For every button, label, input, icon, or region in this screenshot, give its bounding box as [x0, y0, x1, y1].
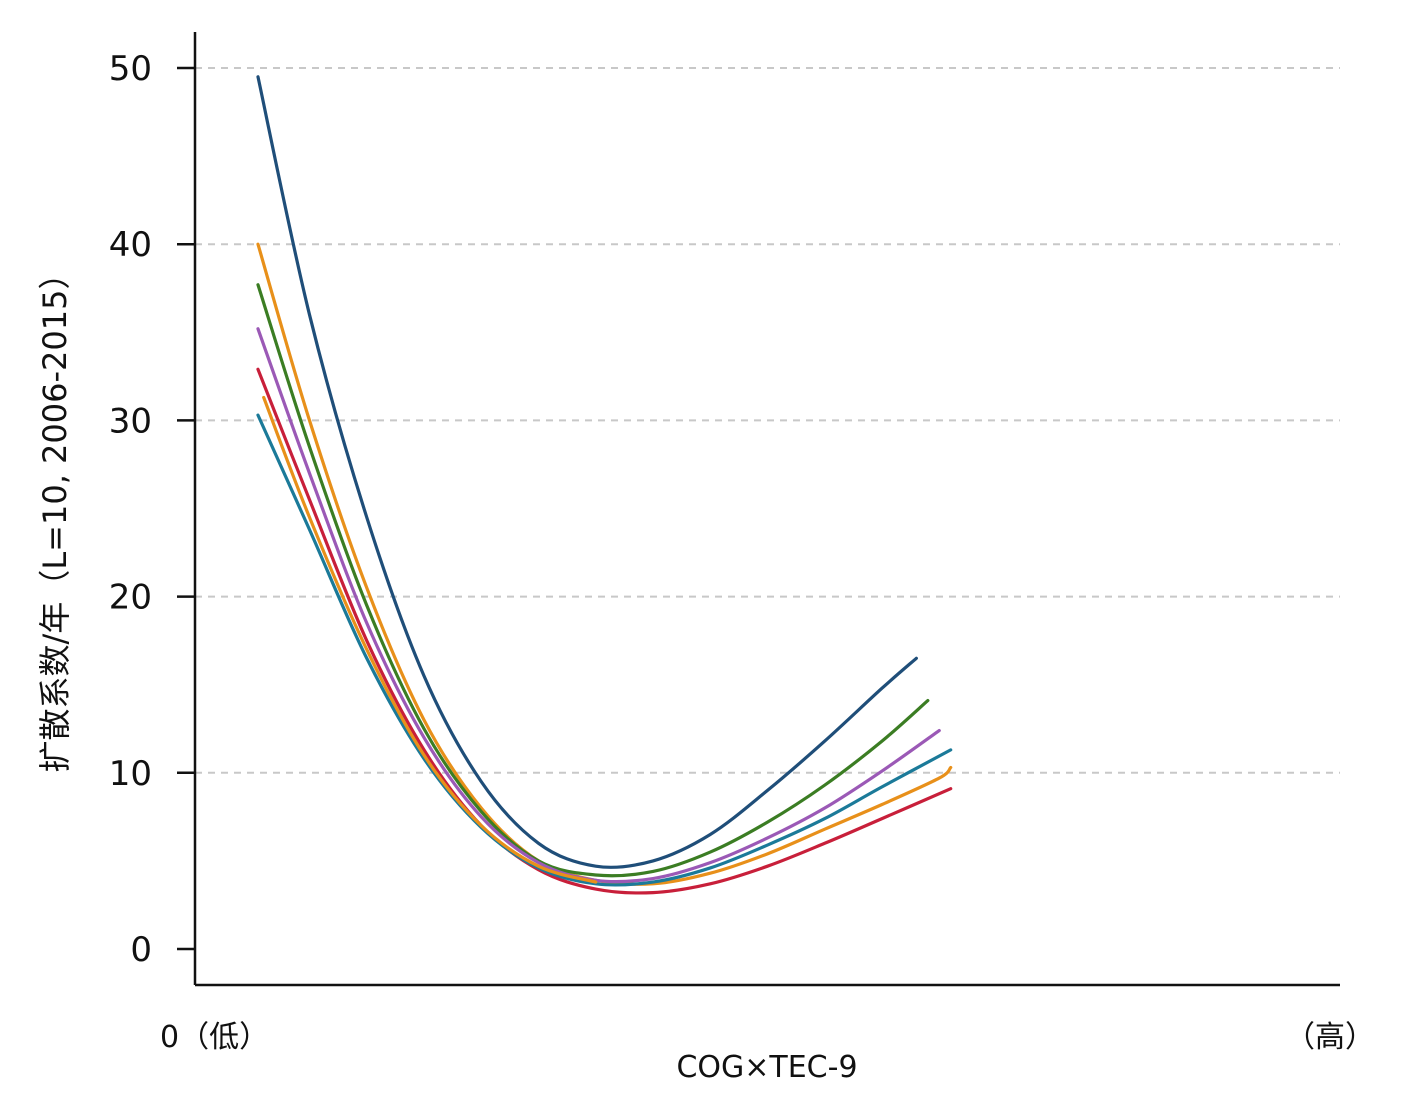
grid-layer: [195, 67, 1340, 774]
series-line-7: [262, 395, 598, 884]
y-axis-label: 扩散系数/年（L=10, 2006-2015）: [36, 258, 74, 773]
series-line-6: [256, 413, 953, 887]
series-line-2: [256, 242, 953, 886]
y-tick-label-50: 50: [109, 49, 152, 89]
y-tick-label-0: 0: [130, 930, 152, 970]
series-line-5: [256, 367, 953, 895]
y-tick-label-20: 20: [109, 578, 152, 618]
x-axis-label: COG×TEC-9: [676, 1050, 857, 1085]
series-line-3: [256, 283, 930, 878]
x-tick-label-low: 0（低）: [160, 1020, 269, 1055]
y-tick-label-10: 10: [109, 754, 152, 794]
y-tick-label-30: 30: [109, 401, 152, 441]
series-layer: [256, 75, 953, 895]
axis-layer: [177, 32, 1340, 987]
x-tick-label-high: （高）: [1285, 1020, 1375, 1055]
series-line-1: [256, 75, 918, 869]
series-line-4: [256, 327, 941, 884]
label-layer: 0 10 20 30 40 50 0（低） （高） COG×TEC-9 扩散系数/年（L=10, …: [36, 49, 1375, 1085]
y-tick-label-40: 40: [109, 225, 152, 265]
